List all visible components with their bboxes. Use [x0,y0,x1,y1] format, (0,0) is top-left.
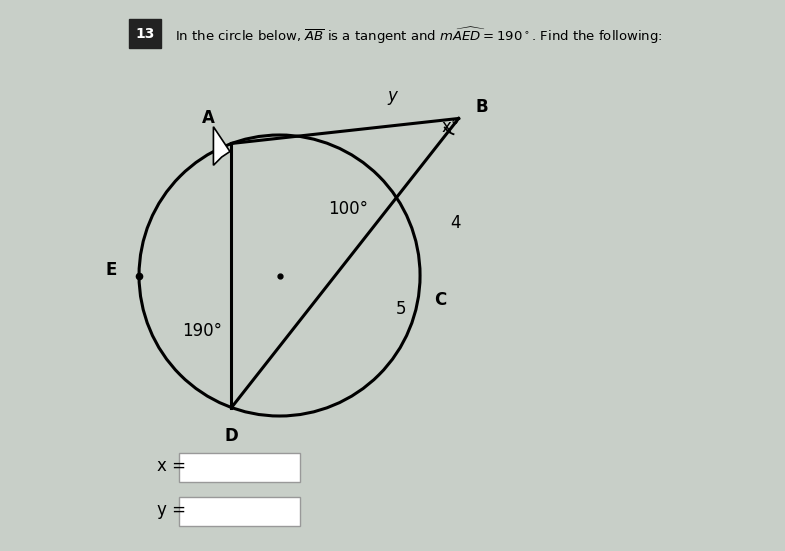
Text: E: E [106,261,117,279]
Polygon shape [214,127,230,165]
Text: A: A [202,109,215,127]
FancyBboxPatch shape [179,497,300,526]
FancyBboxPatch shape [179,453,300,482]
FancyBboxPatch shape [129,19,161,48]
Text: B: B [475,99,487,116]
Text: y: y [388,88,397,105]
Text: x°: x° [441,118,459,136]
Text: 13: 13 [136,26,155,41]
Text: C: C [434,291,447,309]
Text: 5: 5 [396,300,406,317]
Text: x =: x = [157,457,186,474]
Text: 4: 4 [451,214,461,232]
Text: 100°: 100° [328,201,368,218]
Text: In the circle below, $\overline{AB}$ is a tangent and $m\widehat{AED}=190^\circ$: In the circle below, $\overline{AB}$ is … [175,25,663,46]
Text: y =: y = [157,501,186,518]
Text: 190°: 190° [182,322,222,339]
Text: D: D [225,427,239,445]
